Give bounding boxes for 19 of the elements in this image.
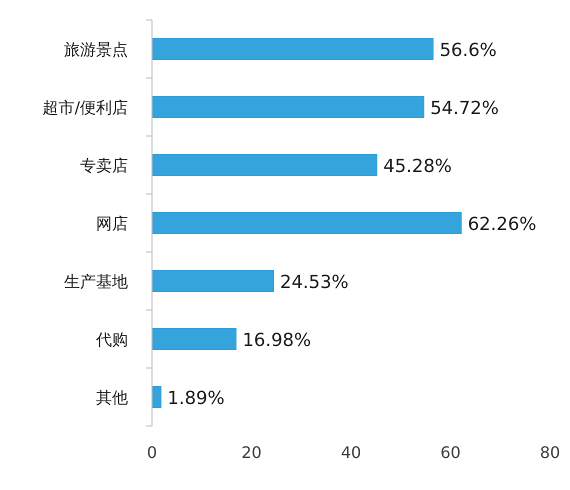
y-tick-label: 其他	[96, 388, 128, 407]
data-label: 62.26%	[468, 214, 536, 235]
x-tick-label: 40	[340, 443, 362, 462]
x-tick-label: 60	[440, 443, 461, 462]
y-tick-label: 专卖店	[80, 156, 128, 175]
data-label: 45.28%	[383, 156, 452, 177]
x-tick-label: 20	[241, 443, 262, 462]
x-tick-label: 0	[146, 443, 158, 462]
y-tick-label: 超市/便利店	[42, 98, 128, 117]
data-label: 56.6%	[440, 40, 497, 61]
y-tick-label: 生产基地	[64, 272, 128, 291]
x-tick-label: 80	[540, 443, 560, 462]
y-tick-label: 旅游景点	[64, 40, 128, 59]
data-label: 24.53%	[280, 272, 349, 293]
y-tick-label: 网店	[96, 214, 128, 233]
data-label: 1.89%	[167, 388, 225, 409]
data-label: 16.98%	[242, 330, 312, 351]
y-tick-label: 代购	[95, 330, 128, 349]
data-label: 54.72%	[430, 98, 499, 119]
